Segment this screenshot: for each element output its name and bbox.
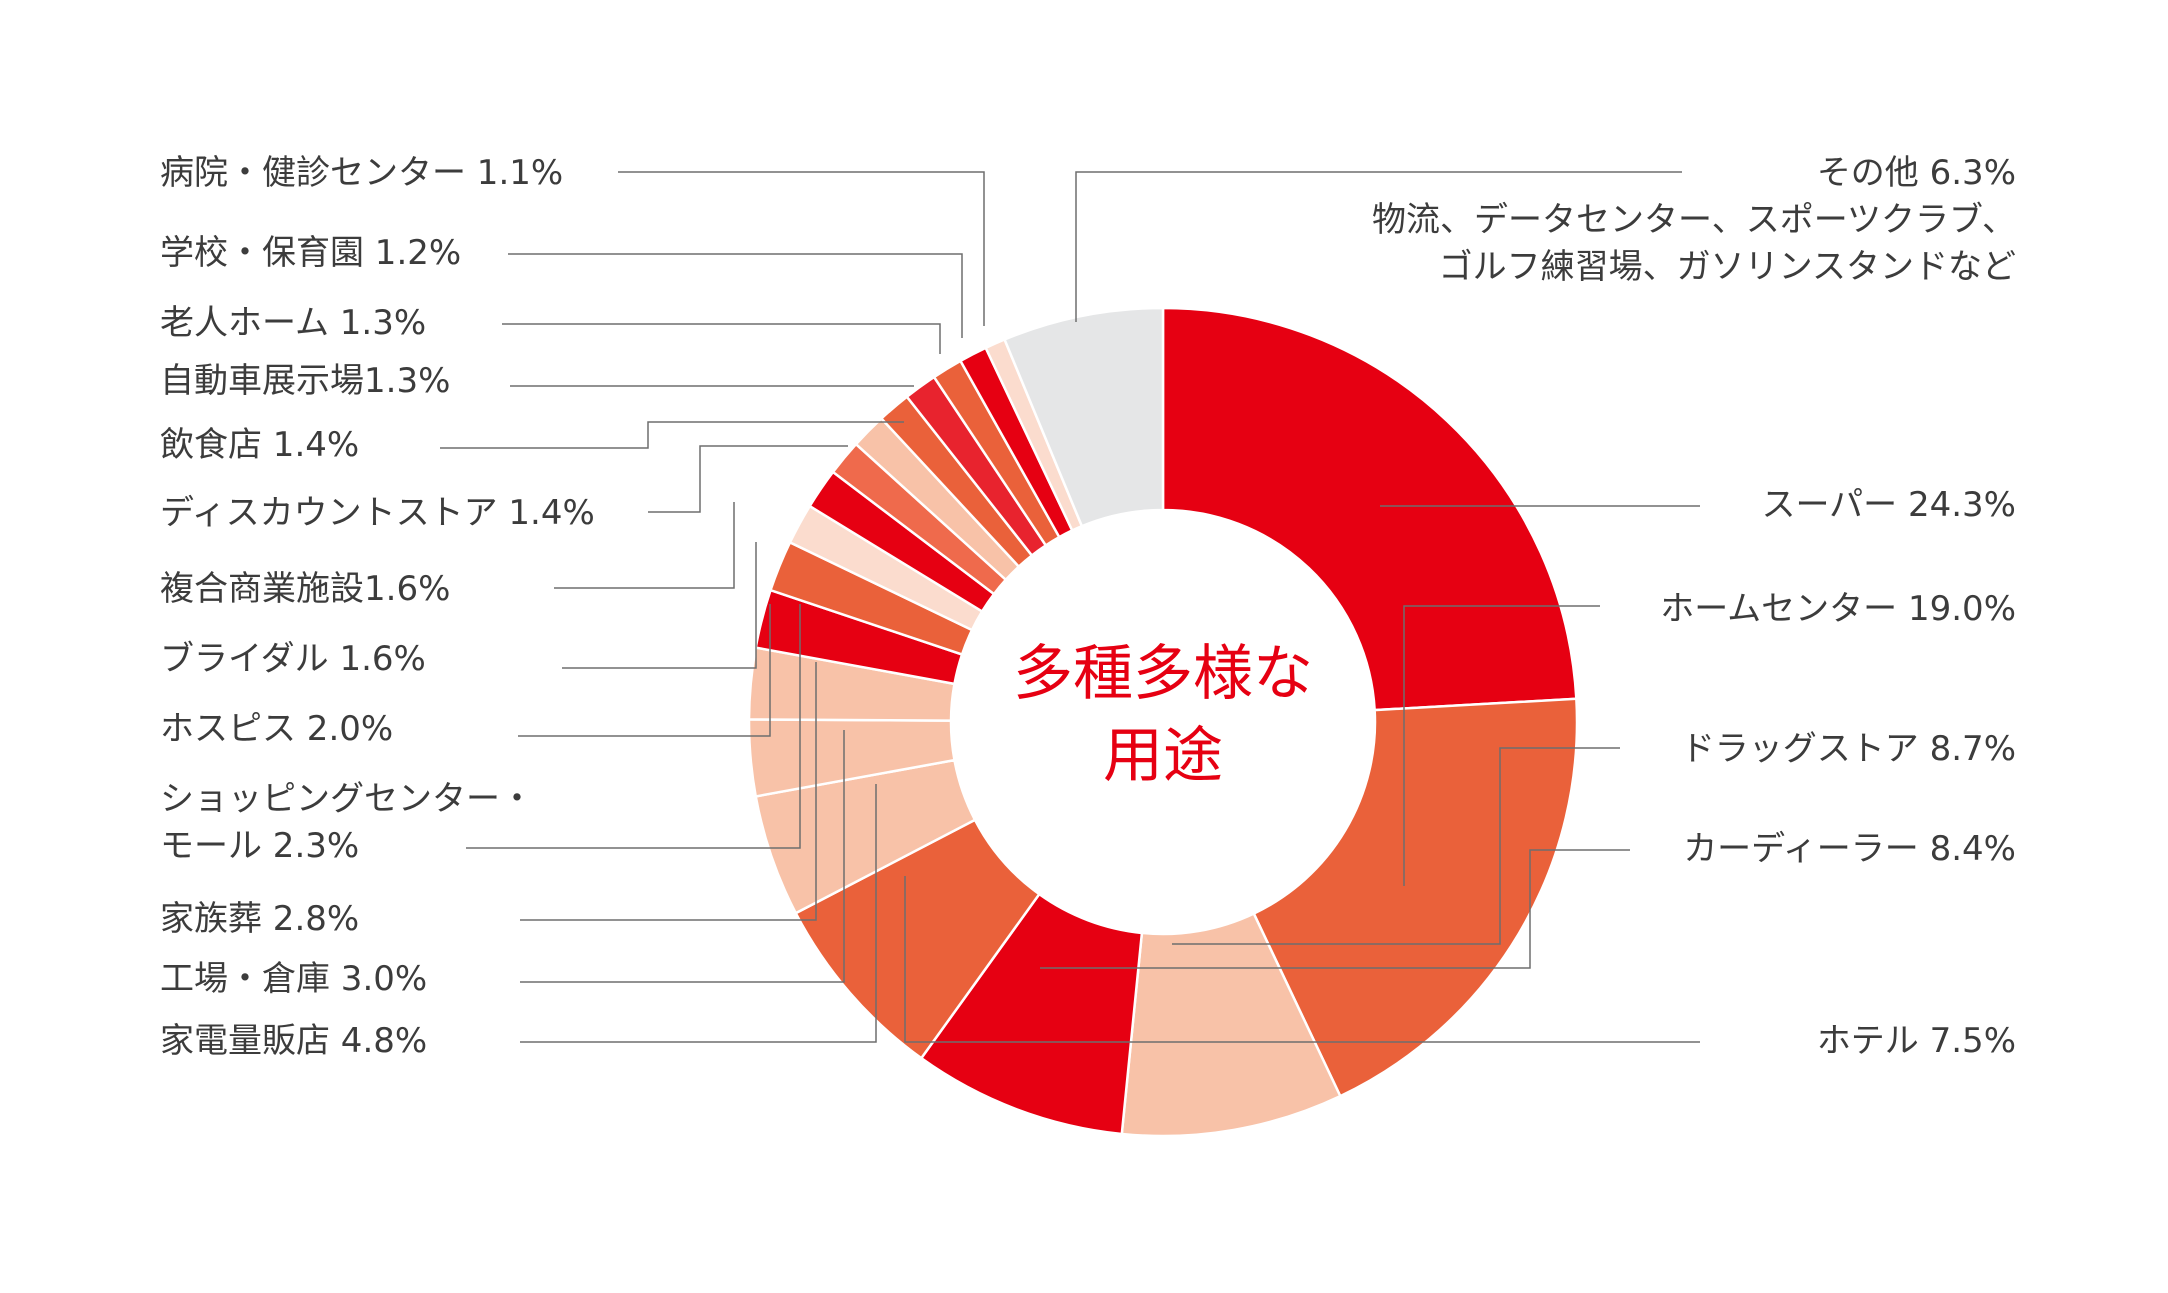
leader-line-10 [562, 542, 757, 669]
leader-line-5 [520, 784, 877, 1043]
slice-label-4: ホテル 7.5% [1817, 1021, 2016, 1061]
leader-line-3 [1040, 849, 1630, 969]
slice-label-3: カーディーラー 8.4% [1683, 829, 2016, 869]
slice-label-6: 工場・倉庫 3.0% [160, 959, 427, 999]
leader-line-4 [904, 876, 1700, 1043]
slice-label-8-line-2: モール 2.3% [160, 826, 359, 866]
slice-0 [1161, 306, 1578, 712]
leader-line-15 [502, 323, 941, 354]
leader-line-11 [554, 502, 735, 589]
leader-line-16 [508, 253, 963, 338]
slice-label-16: 学校・保育園 1.2% [160, 233, 461, 273]
center-label-line-2: 用途 [1103, 721, 1223, 791]
slice-label-1: ホームセンター 19.0% [1660, 589, 2016, 629]
slice-1 [1252, 697, 1579, 1098]
slice-19 [1002, 306, 1165, 528]
leader-line-9 [518, 604, 771, 737]
slice-label-0: スーパー 24.3% [1762, 485, 2016, 525]
slice-label-8-line-1: ショッピングセンター・ [160, 779, 534, 819]
leader-line-1 [1403, 605, 1600, 886]
slice-label-7: 家族葬 2.8% [160, 899, 359, 939]
leader-lines [440, 171, 1700, 1043]
leader-line-13 [440, 421, 904, 449]
leader-line-6 [520, 730, 845, 983]
leader-line-2 [1172, 747, 1620, 945]
center-label-line-1: 多種多様な [1013, 639, 1313, 709]
slice-label-13: 飲食店 1.4% [160, 425, 359, 465]
leader-line-12 [648, 445, 848, 513]
slice-label-19-line-1: その他 6.3% [1817, 153, 2016, 193]
leader-line-19 [1075, 171, 1682, 322]
slice-label-2: ドラッグストア 8.7% [1681, 729, 2016, 769]
slice-label-9: ホスピス 2.0% [160, 709, 393, 749]
leader-line-7 [520, 662, 817, 921]
slice-label-12: ディスカウントストア 1.4% [160, 493, 595, 533]
slice-label-11: 複合商業施設1.6% [160, 569, 450, 609]
slice-label-14: 自動車展示場1.3% [160, 361, 450, 401]
donut-slices [747, 306, 1579, 1138]
center-label: 多種多様な 用途 [1013, 639, 1313, 791]
leader-line-17 [618, 171, 985, 326]
slice-label-5: 家電量販店 4.8% [160, 1021, 427, 1061]
slice-label-10: ブライダル 1.6% [160, 639, 426, 679]
slice-labels: スーパー 24.3% ホームセンター 19.0% ドラッグストア 8.7% カーディー… [160, 153, 2016, 1061]
slice-label-17: 病院・健診センター 1.1% [160, 153, 563, 193]
slice-label-15: 老人ホーム 1.3% [160, 303, 426, 343]
leader-line-8 [466, 604, 801, 849]
slice-label-19-line-2: 物流、データセンター、スポーツクラブ、 [1372, 200, 2016, 240]
slice-label-19-line-3: ゴルフ練習場、ガソリンスタンドなど [1439, 247, 2016, 287]
